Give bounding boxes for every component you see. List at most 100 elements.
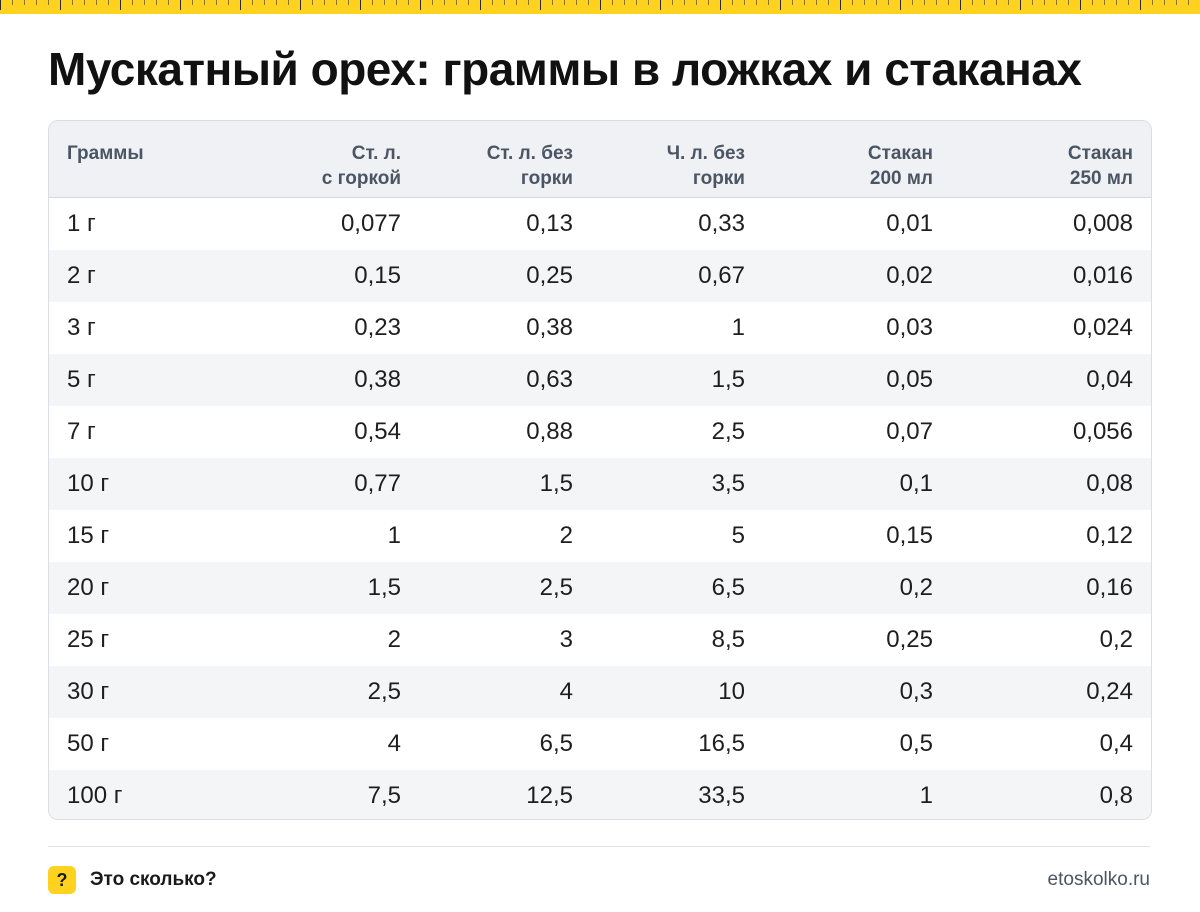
glass-250ml-cell: 0,08 <box>951 458 1151 510</box>
tablespoon-heaped-cell: 0,15 <box>249 250 419 302</box>
grams-cell: 1 г <box>67 210 96 237</box>
table-row: 30 г 2,5 4 10 0,3 0,24 <box>49 666 1151 718</box>
teaspoon-level-cell: 16,5 <box>698 730 745 757</box>
teaspoon-level-cell: 6,5 <box>591 562 763 614</box>
glass-200ml-cell: 0,05 <box>763 354 951 406</box>
glass-250ml-cell: 0,056 <box>1072 418 1133 445</box>
tablespoon-heaped-cell: 0,54 <box>354 418 401 445</box>
glass-200ml-cell: 0,25 <box>886 626 933 653</box>
header-teaspoon-level: Ч. л. без горки <box>591 121 763 198</box>
tablespoon-level-cell: 12,5 <box>419 770 591 819</box>
glass-200ml-cell: 1 <box>763 770 951 819</box>
site-url: etoskolko.ru <box>1047 869 1150 890</box>
glass-250ml-cell: 0,8 <box>951 770 1151 819</box>
glass-250ml-cell: 0,024 <box>1072 314 1133 341</box>
tablespoon-heaped-cell: 0,077 <box>340 210 401 237</box>
table-body: 1 г 0,077 0,13 0,33 0,01 0,008 2 г 0,15 0,25 0,67… <box>49 198 1151 819</box>
grams-cell: 50 г <box>67 730 110 757</box>
glass-200ml-cell: 0,03 <box>886 314 933 341</box>
table-row: 2 г 0,15 0,25 0,67 0,02 0,016 <box>49 250 1151 302</box>
grams-cell: 2 г <box>49 250 249 302</box>
tablespoon-level-cell: 6,5 <box>539 730 573 757</box>
tablespoon-level-cell: 4 <box>419 666 591 718</box>
tablespoon-heaped-cell: 0,77 <box>249 458 419 510</box>
tablespoon-level-cell: 1,5 <box>419 458 591 510</box>
header-glass-200ml: Стакан 200 мл <box>763 121 951 198</box>
tablespoon-level-cell: 0,63 <box>419 354 591 406</box>
glass-250ml-cell: 0,008 <box>1072 210 1133 237</box>
teaspoon-level-cell: 33,5 <box>591 770 763 819</box>
tablespoon-level-cell: 0,38 <box>526 314 573 341</box>
table-row: 25 г 2 3 8,5 0,25 0,2 <box>49 614 1151 666</box>
table-header-row: Граммы Ст. л. с горкой Ст. л. без горки … <box>49 121 1151 198</box>
table-row: 7 г 0,54 0,88 2,5 0,07 0,056 <box>49 406 1151 458</box>
glass-250ml-cell: 0,04 <box>951 354 1151 406</box>
footer-brand: ? Это сколько? <box>48 866 217 894</box>
table-row: 20 г 1,5 2,5 6,5 0,2 0,16 <box>49 562 1151 614</box>
table-row: 5 г 0,38 0,63 1,5 0,05 0,04 <box>49 354 1151 406</box>
conversion-table-card: Граммы Ст. л. с горкой Ст. л. без горки … <box>48 120 1152 820</box>
teaspoon-level-cell: 2,5 <box>711 418 745 445</box>
glass-200ml-cell: 0,15 <box>886 522 933 549</box>
teaspoon-level-cell: 1 <box>731 314 745 341</box>
grams-cell: 25 г <box>67 626 110 653</box>
tablespoon-level-cell: 0,88 <box>526 418 573 445</box>
ruler-stripe <box>0 0 1200 14</box>
grams-cell: 30 г <box>49 666 249 718</box>
teaspoon-level-cell: 8,5 <box>711 626 745 653</box>
tablespoon-heaped-cell: 2 <box>387 626 401 653</box>
glass-200ml-cell: 0,02 <box>763 250 951 302</box>
page-title: Мускатный орех: граммы в ложках и стакан… <box>48 43 1082 95</box>
grams-cell: 5 г <box>49 354 249 406</box>
tablespoon-level-cell: 0,25 <box>419 250 591 302</box>
conversion-table: Граммы Ст. л. с горкой Ст. л. без горки … <box>49 121 1151 819</box>
table-row: 100 г 7,5 12,5 33,5 1 0,8 <box>49 770 1151 819</box>
teaspoon-level-cell: 1,5 <box>591 354 763 406</box>
glass-250ml-cell: 0,24 <box>951 666 1151 718</box>
grams-cell: 7 г <box>67 418 96 445</box>
glass-250ml-cell: 0,16 <box>951 562 1151 614</box>
tablespoon-heaped-cell: 7,5 <box>249 770 419 819</box>
tablespoon-heaped-cell: 1,5 <box>249 562 419 614</box>
teaspoon-level-cell: 3,5 <box>591 458 763 510</box>
grams-cell: 3 г <box>67 314 96 341</box>
header-tablespoon-heaped: Ст. л. с горкой <box>249 121 419 198</box>
tablespoon-heaped-cell: 1 <box>387 522 401 549</box>
header-glass-250ml: Стакан 250 мл <box>951 121 1151 198</box>
teaspoon-level-cell: 0,33 <box>698 210 745 237</box>
header-tablespoon-level: Ст. л. без горки <box>419 121 591 198</box>
glass-250ml-cell: 0,12 <box>1086 522 1133 549</box>
grams-cell: 10 г <box>49 458 249 510</box>
brand-name: Это сколько? <box>90 869 217 890</box>
table-header: Граммы Ст. л. с горкой Ст. л. без горки … <box>49 121 1151 198</box>
table-row: 3 г 0,23 0,38 1 0,03 0,024 <box>49 302 1151 354</box>
tablespoon-level-cell: 0,13 <box>526 210 573 237</box>
tablespoon-heaped-cell: 4 <box>387 730 401 757</box>
footer-divider <box>48 846 1150 847</box>
tablespoon-level-cell: 2 <box>559 522 573 549</box>
grams-cell: 20 г <box>49 562 249 614</box>
glass-200ml-cell: 0,07 <box>886 418 933 445</box>
tablespoon-level-cell: 3 <box>559 626 573 653</box>
teaspoon-level-cell: 5 <box>731 522 745 549</box>
glass-200ml-cell: 0,01 <box>886 210 933 237</box>
grams-cell: 100 г <box>49 770 249 819</box>
table-row: 15 г 1 2 5 0,15 0,12 <box>49 510 1151 562</box>
grams-cell: 15 г <box>67 522 110 549</box>
glass-200ml-cell: 0,3 <box>763 666 951 718</box>
question-mark-icon: ? <box>48 866 76 894</box>
glass-250ml-cell: 0,016 <box>951 250 1151 302</box>
glass-200ml-cell: 0,2 <box>763 562 951 614</box>
table-row: 10 г 0,77 1,5 3,5 0,1 0,08 <box>49 458 1151 510</box>
tablespoon-heaped-cell: 2,5 <box>249 666 419 718</box>
glass-250ml-cell: 0,2 <box>1099 626 1133 653</box>
table-row: 50 г 4 6,5 16,5 0,5 0,4 <box>49 718 1151 770</box>
teaspoon-level-cell: 0,67 <box>591 250 763 302</box>
tablespoon-level-cell: 2,5 <box>419 562 591 614</box>
table-row: 1 г 0,077 0,13 0,33 0,01 0,008 <box>49 198 1151 251</box>
tablespoon-heaped-cell: 0,38 <box>249 354 419 406</box>
glass-200ml-cell: 0,5 <box>899 730 933 757</box>
tablespoon-heaped-cell: 0,23 <box>354 314 401 341</box>
teaspoon-level-cell: 10 <box>591 666 763 718</box>
glass-250ml-cell: 0,4 <box>1099 730 1133 757</box>
